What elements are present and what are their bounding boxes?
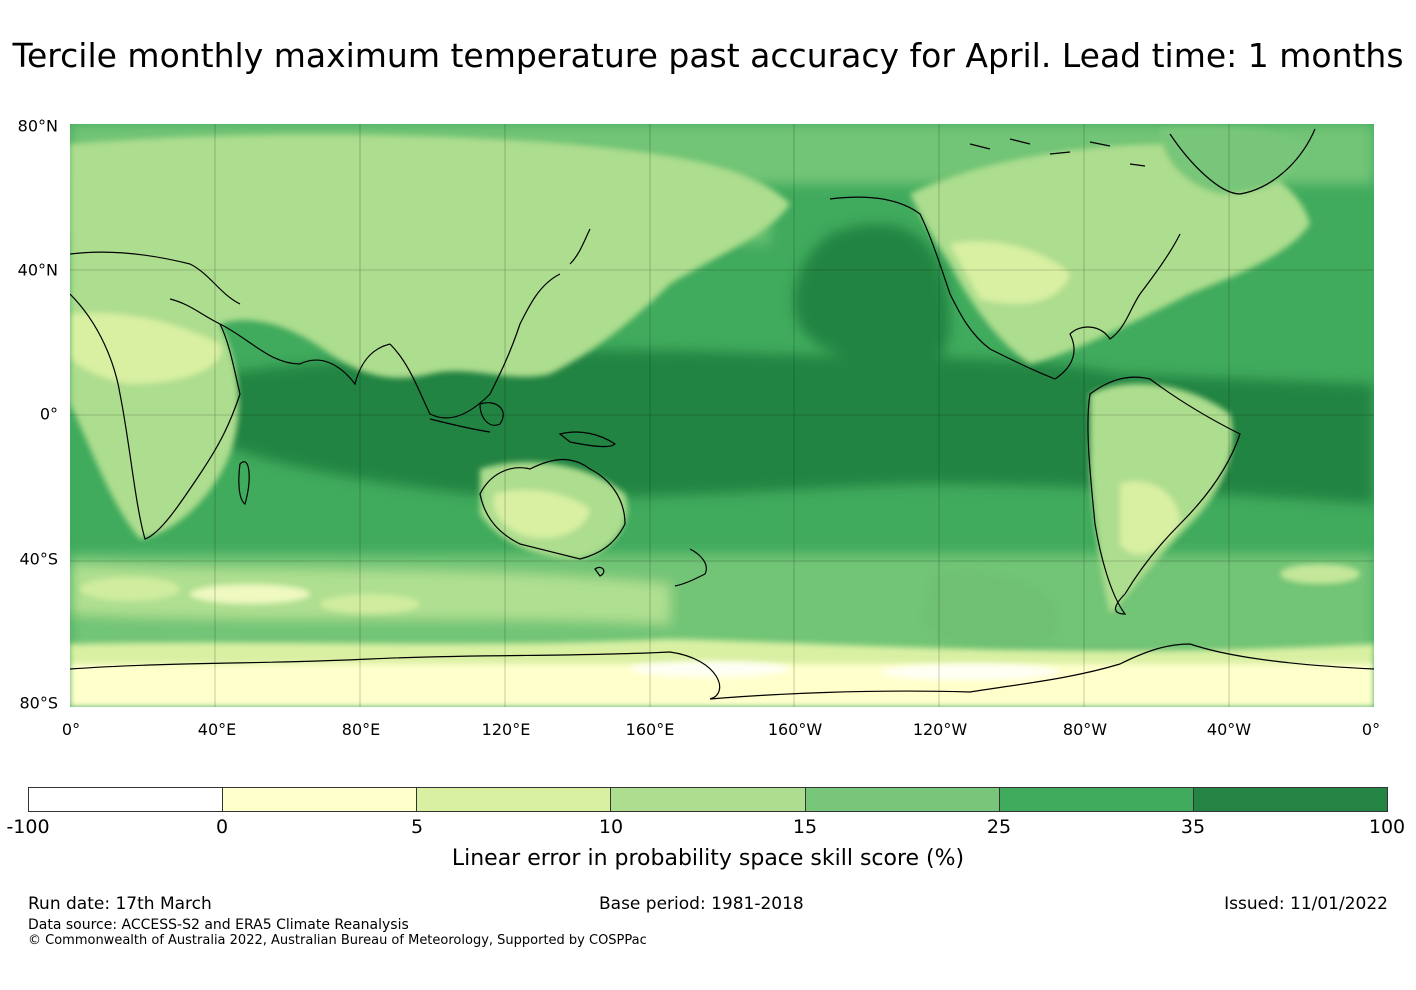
lon-label-0-east: 0°: [1361, 720, 1381, 739]
colorbar-segment-5: [805, 788, 1000, 811]
colorbar-tick: 0: [215, 816, 229, 838]
colorbar: [28, 787, 1388, 812]
data-source: Data source: ACCESS-S2 and ERA5 Climate …: [28, 917, 409, 933]
lon-label-80e: 80°E: [341, 720, 381, 739]
colorbar-tick: 10: [598, 816, 624, 838]
colorbar-segment-2: [223, 788, 418, 811]
lat-label-40n: 40°N: [17, 260, 58, 280]
issued-date: Issued: 11/01/2022: [1224, 894, 1388, 914]
base-period: Base period: 1981-2018: [599, 894, 804, 914]
map-svg: [70, 124, 1374, 707]
run-date: Run date: 17th March: [28, 894, 212, 914]
colorbar-segment-6: [999, 788, 1194, 811]
lon-label-120w: 120°W: [912, 720, 968, 739]
colorbar-tick: 100: [1368, 816, 1406, 838]
coastlines: [70, 128, 1374, 700]
lat-label-40s: 40°S: [19, 549, 58, 569]
lat-label-80s: 80°S: [19, 693, 58, 713]
skill-score-map: [70, 124, 1374, 707]
lon-label-0-west: 0°: [61, 720, 81, 739]
colorbar-tick: 25: [986, 816, 1012, 838]
lat-label-0: 0°: [39, 404, 58, 424]
colorbar-tick: 15: [792, 816, 818, 838]
chart-title: Tercile monthly maximum temperature past…: [12, 36, 1404, 75]
lon-label-40e: 40°E: [197, 720, 237, 739]
colorbar-segment-7: [1193, 788, 1387, 811]
colorbar-segment-4: [611, 788, 806, 811]
colorbar-segment-3: [417, 788, 612, 811]
lat-label-80n: 80°N: [17, 116, 58, 136]
lon-label-160w: 160°W: [767, 720, 823, 739]
lon-label-120e: 120°E: [481, 720, 531, 739]
copyright: © Commonwealth of Australia 2022, Austra…: [28, 933, 647, 948]
lon-label-160e: 160°E: [625, 720, 675, 739]
lon-label-40w: 40°W: [1206, 720, 1252, 739]
lon-label-80w: 80°W: [1062, 720, 1108, 739]
colorbar-label: Linear error in probability space skill …: [451, 846, 965, 871]
colorbar-segment-1: [29, 788, 224, 811]
colorbar-tick: 5: [410, 816, 424, 838]
graticule: [70, 124, 1374, 707]
colorbar-tick: -100: [6, 816, 50, 838]
colorbar-tick: 35: [1180, 816, 1206, 838]
